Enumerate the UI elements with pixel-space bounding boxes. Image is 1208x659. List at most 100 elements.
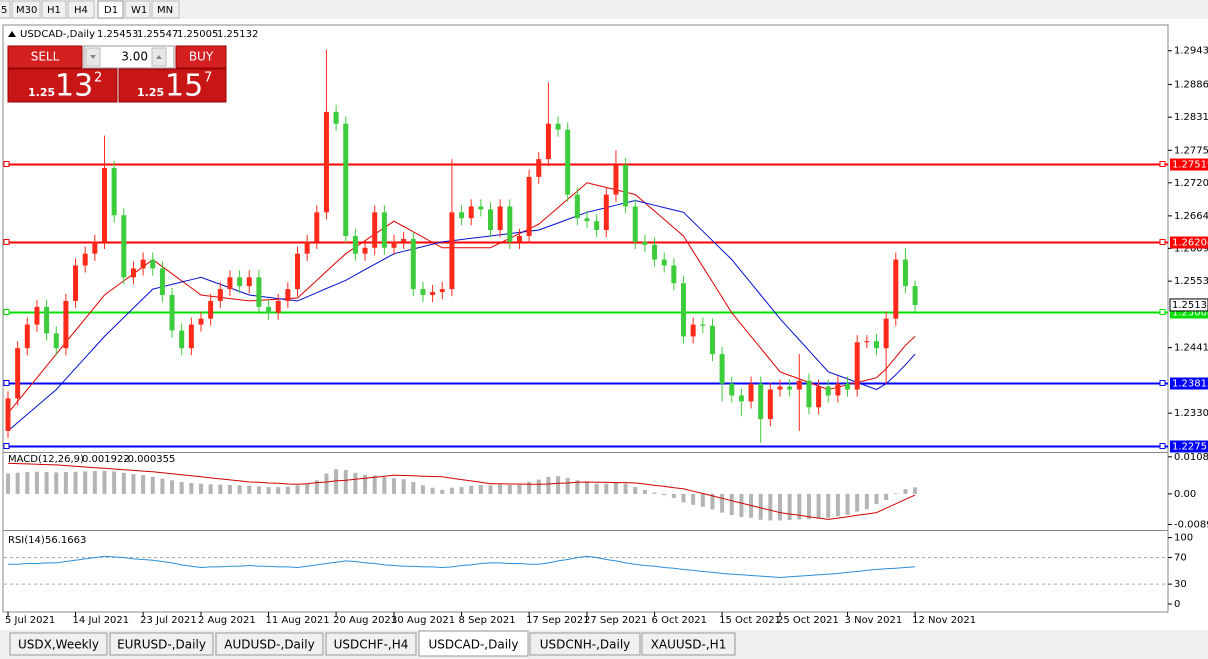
candle-body: [507, 206, 513, 242]
macd-bar: [652, 492, 657, 494]
candle-body: [642, 241, 648, 245]
candle-body: [381, 212, 387, 248]
arrow-icon: [156, 55, 162, 59]
current-price-box: [1169, 298, 1208, 312]
macd-bar: [884, 493, 889, 501]
tab-label[interactable]: AUDUSD-,Daily: [224, 638, 314, 652]
tab-label[interactable]: USDX,Weekly: [18, 638, 99, 652]
tf-label[interactable]: MN: [157, 5, 173, 16]
candle-body: [729, 383, 735, 396]
candle-body: [266, 306, 272, 313]
macd-bar: [256, 486, 261, 494]
tf-button[interactable]: [151, 0, 180, 19]
tab-label[interactable]: USDCAD-,Daily: [429, 638, 519, 652]
macd-bar: [392, 478, 396, 494]
moving-average: [7, 182, 916, 414]
tf-button[interactable]: [41, 0, 67, 19]
candle-body: [623, 165, 629, 207]
tab-label[interactable]: XAUUSD-,H1: [651, 638, 727, 652]
buy-price-box[interactable]: [118, 68, 227, 103]
candle-body: [478, 206, 484, 210]
tab-active[interactable]: [418, 630, 529, 657]
sell-label[interactable]: SELL: [31, 50, 60, 64]
timeframe-buttons: 5 M30 H1 H4 D1 W1 MN: [0, 0, 180, 19]
moving-average: [7, 199, 916, 432]
tf-button[interactable]: [67, 0, 95, 19]
candle-body: [92, 241, 98, 254]
tf-button-active[interactable]: [97, 0, 124, 19]
candle-body: [748, 383, 754, 402]
macd-bar: [893, 493, 898, 494]
macd-bar: [633, 487, 638, 494]
level-handle: [1159, 309, 1166, 315]
buy-label[interactable]: BUY: [189, 50, 214, 64]
tab[interactable]: [325, 632, 417, 656]
macd-bar: [449, 487, 454, 494]
y-tick-label: 100: [1174, 533, 1193, 544]
macd-bar: [575, 480, 580, 494]
tf-button[interactable]: [11, 0, 41, 19]
x-tick-label: 5 Jul 2021: [5, 615, 55, 626]
tf-label[interactable]: 5: [1, 5, 7, 16]
candle-body: [796, 380, 802, 390]
collapse-icon[interactable]: [8, 31, 16, 37]
tf-label[interactable]: H1: [47, 5, 61, 16]
y-tick-label: 30: [1174, 579, 1187, 590]
macd-bar: [15, 472, 20, 494]
macd-bar: [498, 484, 503, 494]
candle-body: [661, 259, 667, 266]
current-price-label: 1.25132: [1172, 300, 1208, 311]
tab[interactable]: [529, 632, 641, 656]
macd-bar: [855, 493, 860, 512]
macd-bar: [25, 472, 30, 494]
sell-price-box[interactable]: [7, 68, 118, 103]
tf-label[interactable]: H4: [74, 5, 88, 16]
tab[interactable]: [9, 632, 108, 656]
candle-body: [285, 289, 291, 301]
candle-body: [719, 354, 725, 384]
volume-value[interactable]: 3.00: [121, 50, 148, 64]
tab-label[interactable]: USDCHF-,H4: [334, 638, 409, 652]
macd-bar: [546, 476, 551, 494]
macd-bar: [121, 472, 126, 494]
tab[interactable]: [215, 632, 324, 656]
indicator-title: MACD(12,26,9): [8, 454, 84, 465]
macd-bar: [556, 476, 561, 494]
candle-body: [410, 238, 416, 290]
candle-body: [652, 244, 658, 260]
candle-body: [217, 289, 223, 301]
macd-bar: [594, 483, 599, 494]
ohlc-value: 1.25547: [137, 29, 178, 40]
sell-button[interactable]: [7, 45, 83, 69]
macd-bar: [478, 485, 483, 494]
sell-fraction: 2: [94, 71, 102, 86]
candle-body: [323, 111, 329, 213]
tf-label[interactable]: W1: [131, 5, 147, 16]
tf-button[interactable]: [124, 0, 151, 19]
tab[interactable]: [641, 632, 736, 656]
tab-label[interactable]: EURUSD-,Daily: [117, 638, 206, 652]
sell-price-big: 1.25: [28, 86, 55, 99]
macd-bar: [305, 483, 310, 494]
ohlc-value: 1.25132: [217, 29, 258, 40]
candle-body: [198, 318, 204, 325]
indicator-title: RSI(14): [8, 535, 45, 546]
chart-frame: [2, 24, 1169, 613]
candle-body: [584, 218, 590, 222]
tab[interactable]: [109, 632, 214, 656]
x-tick-label: 25 Oct 2021: [777, 615, 839, 626]
candle-body: [420, 289, 426, 296]
x-tick-label: 23 Jul 2021: [140, 615, 197, 626]
candle-body: [15, 348, 21, 399]
x-tick-label: 14 Jul 2021: [73, 615, 130, 626]
macd-bar: [314, 480, 319, 494]
level-price-box: [1170, 158, 1208, 171]
tf-button[interactable]: [0, 0, 11, 19]
macd-bar: [160, 478, 165, 494]
tf-label[interactable]: D1: [104, 5, 118, 16]
macd-bar: [517, 484, 522, 494]
tab-label[interactable]: USDCNH-,Daily: [540, 638, 631, 652]
tf-label[interactable]: M30: [16, 5, 37, 16]
buy-button[interactable]: [175, 45, 227, 69]
macd-bar: [266, 487, 271, 494]
